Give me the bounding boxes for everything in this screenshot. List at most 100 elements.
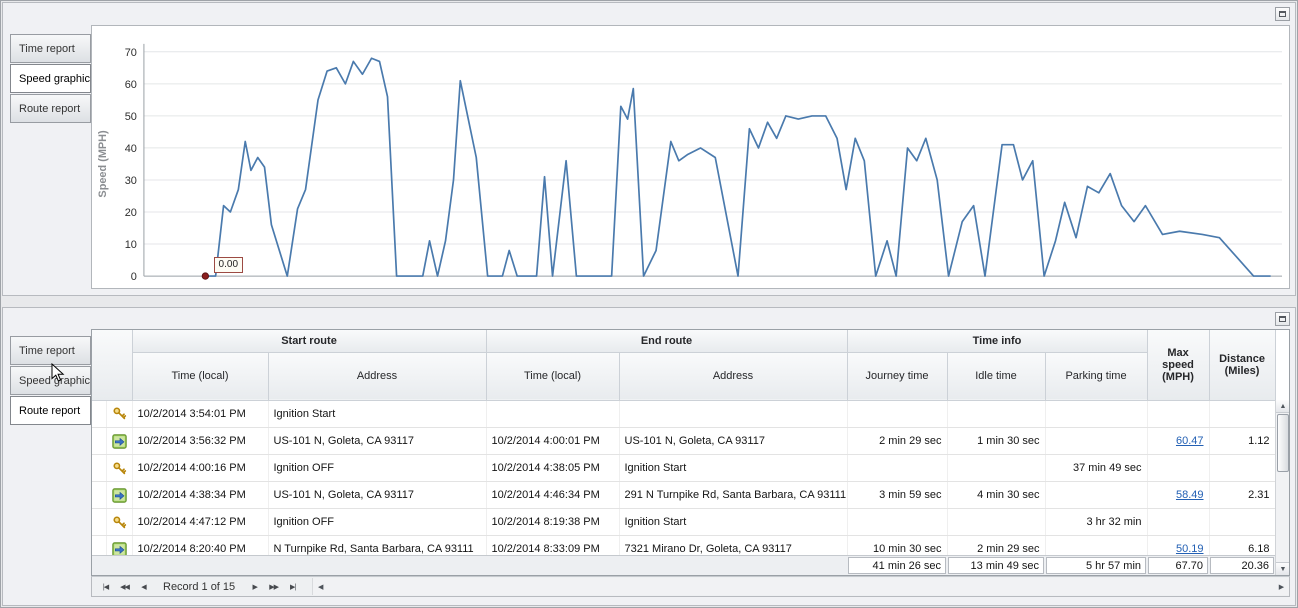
- tab-time-report[interactable]: Time report: [10, 336, 91, 365]
- tab-speed-graphic[interactable]: Speed graphic: [10, 366, 91, 395]
- summary-max-speed: 67.70: [1148, 556, 1209, 574]
- tab-route-report[interactable]: Route report: [10, 94, 91, 123]
- start-address-cell: US-101 N, Goleta, CA 93117: [268, 427, 487, 455]
- max-speed-cell: [1147, 454, 1210, 482]
- band-header-time-info[interactable]: Time info: [847, 330, 1148, 353]
- tab-speed-graphic[interactable]: Speed graphic: [10, 64, 91, 93]
- parking-time-cell: [1045, 481, 1148, 509]
- table-row[interactable]: 10/2/2014 4:47:12 PM Ignition OFF 10/2/2…: [92, 508, 1276, 536]
- record-count-text: Record 1 of 15: [163, 580, 236, 593]
- max-speed-link[interactable]: 58.49: [1175, 489, 1204, 501]
- column-header-end-time[interactable]: Time (local): [486, 352, 620, 401]
- prev-page-button[interactable]: ◀◀: [120, 583, 130, 591]
- restore-icon: [1279, 316, 1286, 322]
- distance-cell: [1209, 508, 1276, 536]
- svg-text:10: 10: [125, 239, 137, 251]
- distance-cell: 2.31: [1209, 481, 1276, 509]
- speed-graphic-panel: Time report Speed graphic Route report 0…: [2, 2, 1296, 296]
- start-address-cell: US-101 N, Goleta, CA 93117: [268, 481, 487, 509]
- key-icon: [112, 406, 127, 421]
- table-row[interactable]: 10/2/2014 8:20:40 PM N Turnpike Rd, Sant…: [92, 535, 1276, 555]
- route-report-panel: Time report Speed graphic Route report S…: [2, 307, 1296, 606]
- tab-label: Speed graphic: [19, 374, 90, 387]
- table-row[interactable]: 10/2/2014 3:56:32 PM US-101 N, Goleta, C…: [92, 427, 1276, 455]
- table-row[interactable]: 10/2/2014 4:00:16 PM Ignition OFF 10/2/2…: [92, 454, 1276, 482]
- tab-time-report[interactable]: Time report: [10, 34, 91, 63]
- horizontal-scrollbar[interactable]: ◀ ▶: [312, 578, 1289, 595]
- tab-label: Route report: [19, 404, 81, 417]
- column-header-journey-time[interactable]: Journey time: [847, 352, 948, 401]
- svg-text:Speed (MPH): Speed (MPH): [97, 130, 109, 198]
- column-header-distance[interactable]: Distance (Miles): [1209, 330, 1276, 401]
- row-indicator: [92, 427, 107, 455]
- start-time-cell: 10/2/2014 3:54:01 PM: [132, 400, 269, 428]
- route-report-grid: Start route End route Time info Max spee…: [91, 329, 1290, 576]
- speed-chart-canvas: 0 10 20 30 40 50 60 70 Speed (MPH) 0.00: [91, 25, 1290, 289]
- parking-time-cell: [1045, 400, 1148, 428]
- scroll-up-button[interactable]: ▲: [1276, 400, 1289, 413]
- prev-record-button[interactable]: ◀: [141, 583, 146, 591]
- row-indicator-header: [92, 330, 133, 401]
- next-page-button[interactable]: ▶▶: [269, 583, 279, 591]
- summary-journey-time: 41 min 26 sec: [848, 556, 947, 574]
- end-time-cell: 10/2/2014 4:00:01 PM: [486, 427, 620, 455]
- scroll-right-button[interactable]: ▶: [1278, 583, 1285, 591]
- record-navigator: |◀ ◀◀ ◀ Record 1 of 15 ▶ ▶▶ ▶| ◀ ▶: [91, 576, 1290, 597]
- tab-label: Time report: [19, 42, 75, 55]
- summary-distance: 20.36: [1210, 556, 1275, 574]
- column-header-end-address[interactable]: Address: [619, 352, 848, 401]
- max-speed-cell: [1147, 400, 1210, 428]
- column-header-start-time[interactable]: Time (local): [132, 352, 269, 401]
- tab-route-report[interactable]: Route report: [10, 396, 91, 425]
- svg-text:0: 0: [131, 271, 137, 283]
- svg-text:30: 30: [125, 175, 137, 187]
- vertical-scrollbar-thumb[interactable]: [1277, 414, 1289, 472]
- max-speed-cell: 50.19: [1147, 535, 1210, 555]
- table-row[interactable]: 10/2/2014 3:54:01 PM Ignition Start: [92, 400, 1276, 428]
- horizontal-scrollbar-track[interactable]: [328, 579, 1274, 595]
- panel-restore-button[interactable]: [1275, 312, 1290, 326]
- row-indicator: [92, 454, 107, 482]
- parking-time-cell: [1045, 535, 1148, 555]
- column-header-idle-time[interactable]: Idle time: [947, 352, 1046, 401]
- journey-time-cell: [847, 454, 948, 482]
- summary-parking-time: 5 hr 57 min: [1046, 556, 1147, 574]
- max-speed-cell: 58.49: [1147, 481, 1210, 509]
- speed-chart: 0 10 20 30 40 50 60 70 Speed (MPH): [97, 43, 1283, 283]
- column-header-parking-time[interactable]: Parking time: [1045, 352, 1148, 401]
- band-header-end-route[interactable]: End route: [486, 330, 848, 353]
- idle-time-cell: 1 min 30 sec: [947, 427, 1046, 455]
- idle-time-cell: 2 min 29 sec: [947, 535, 1046, 555]
- first-record-button[interactable]: |◀: [102, 583, 109, 591]
- last-record-button[interactable]: ▶|: [290, 583, 296, 591]
- scroll-down-button[interactable]: ▼: [1276, 562, 1289, 575]
- column-header-max-speed[interactable]: Max speed (MPH): [1147, 330, 1210, 401]
- max-speed-link[interactable]: 60.47: [1175, 435, 1204, 447]
- column-header-start-address[interactable]: Address: [268, 352, 487, 401]
- route-icon: [111, 433, 127, 449]
- scroll-left-button[interactable]: ◀: [317, 583, 324, 591]
- vertical-scrollbar[interactable]: ▲ ▼: [1275, 400, 1289, 575]
- start-address-cell: Ignition Start: [268, 400, 487, 428]
- end-address-cell: [619, 400, 848, 428]
- summary-idle-time: 13 min 49 sec: [948, 556, 1045, 574]
- route-icon: [111, 487, 127, 503]
- end-time-cell: [486, 400, 620, 428]
- row-indicator: [92, 400, 107, 428]
- start-address-cell: N Turnpike Rd, Santa Barbara, CA 93111: [268, 535, 487, 555]
- end-address-cell: 291 N Turnpike Rd, Santa Barbara, CA 931…: [619, 481, 848, 509]
- band-header-start-route[interactable]: Start route: [132, 330, 487, 353]
- end-address-cell: Ignition Start: [619, 454, 848, 482]
- table-row[interactable]: 10/2/2014 4:38:34 PM US-101 N, Goleta, C…: [92, 481, 1276, 509]
- max-speed-link[interactable]: 50.19: [1175, 543, 1204, 555]
- key-icon: [112, 461, 127, 476]
- journey-time-cell: 3 min 59 sec: [847, 481, 948, 509]
- parking-time-cell: [1045, 427, 1148, 455]
- key-icon: [112, 515, 127, 530]
- panel-restore-button[interactable]: [1275, 7, 1290, 21]
- grid-header: Start route End route Time info Max spee…: [92, 330, 1276, 401]
- distance-cell: 6.18: [1209, 535, 1276, 555]
- summary-spacer: [92, 555, 848, 575]
- next-record-button[interactable]: ▶: [252, 583, 257, 591]
